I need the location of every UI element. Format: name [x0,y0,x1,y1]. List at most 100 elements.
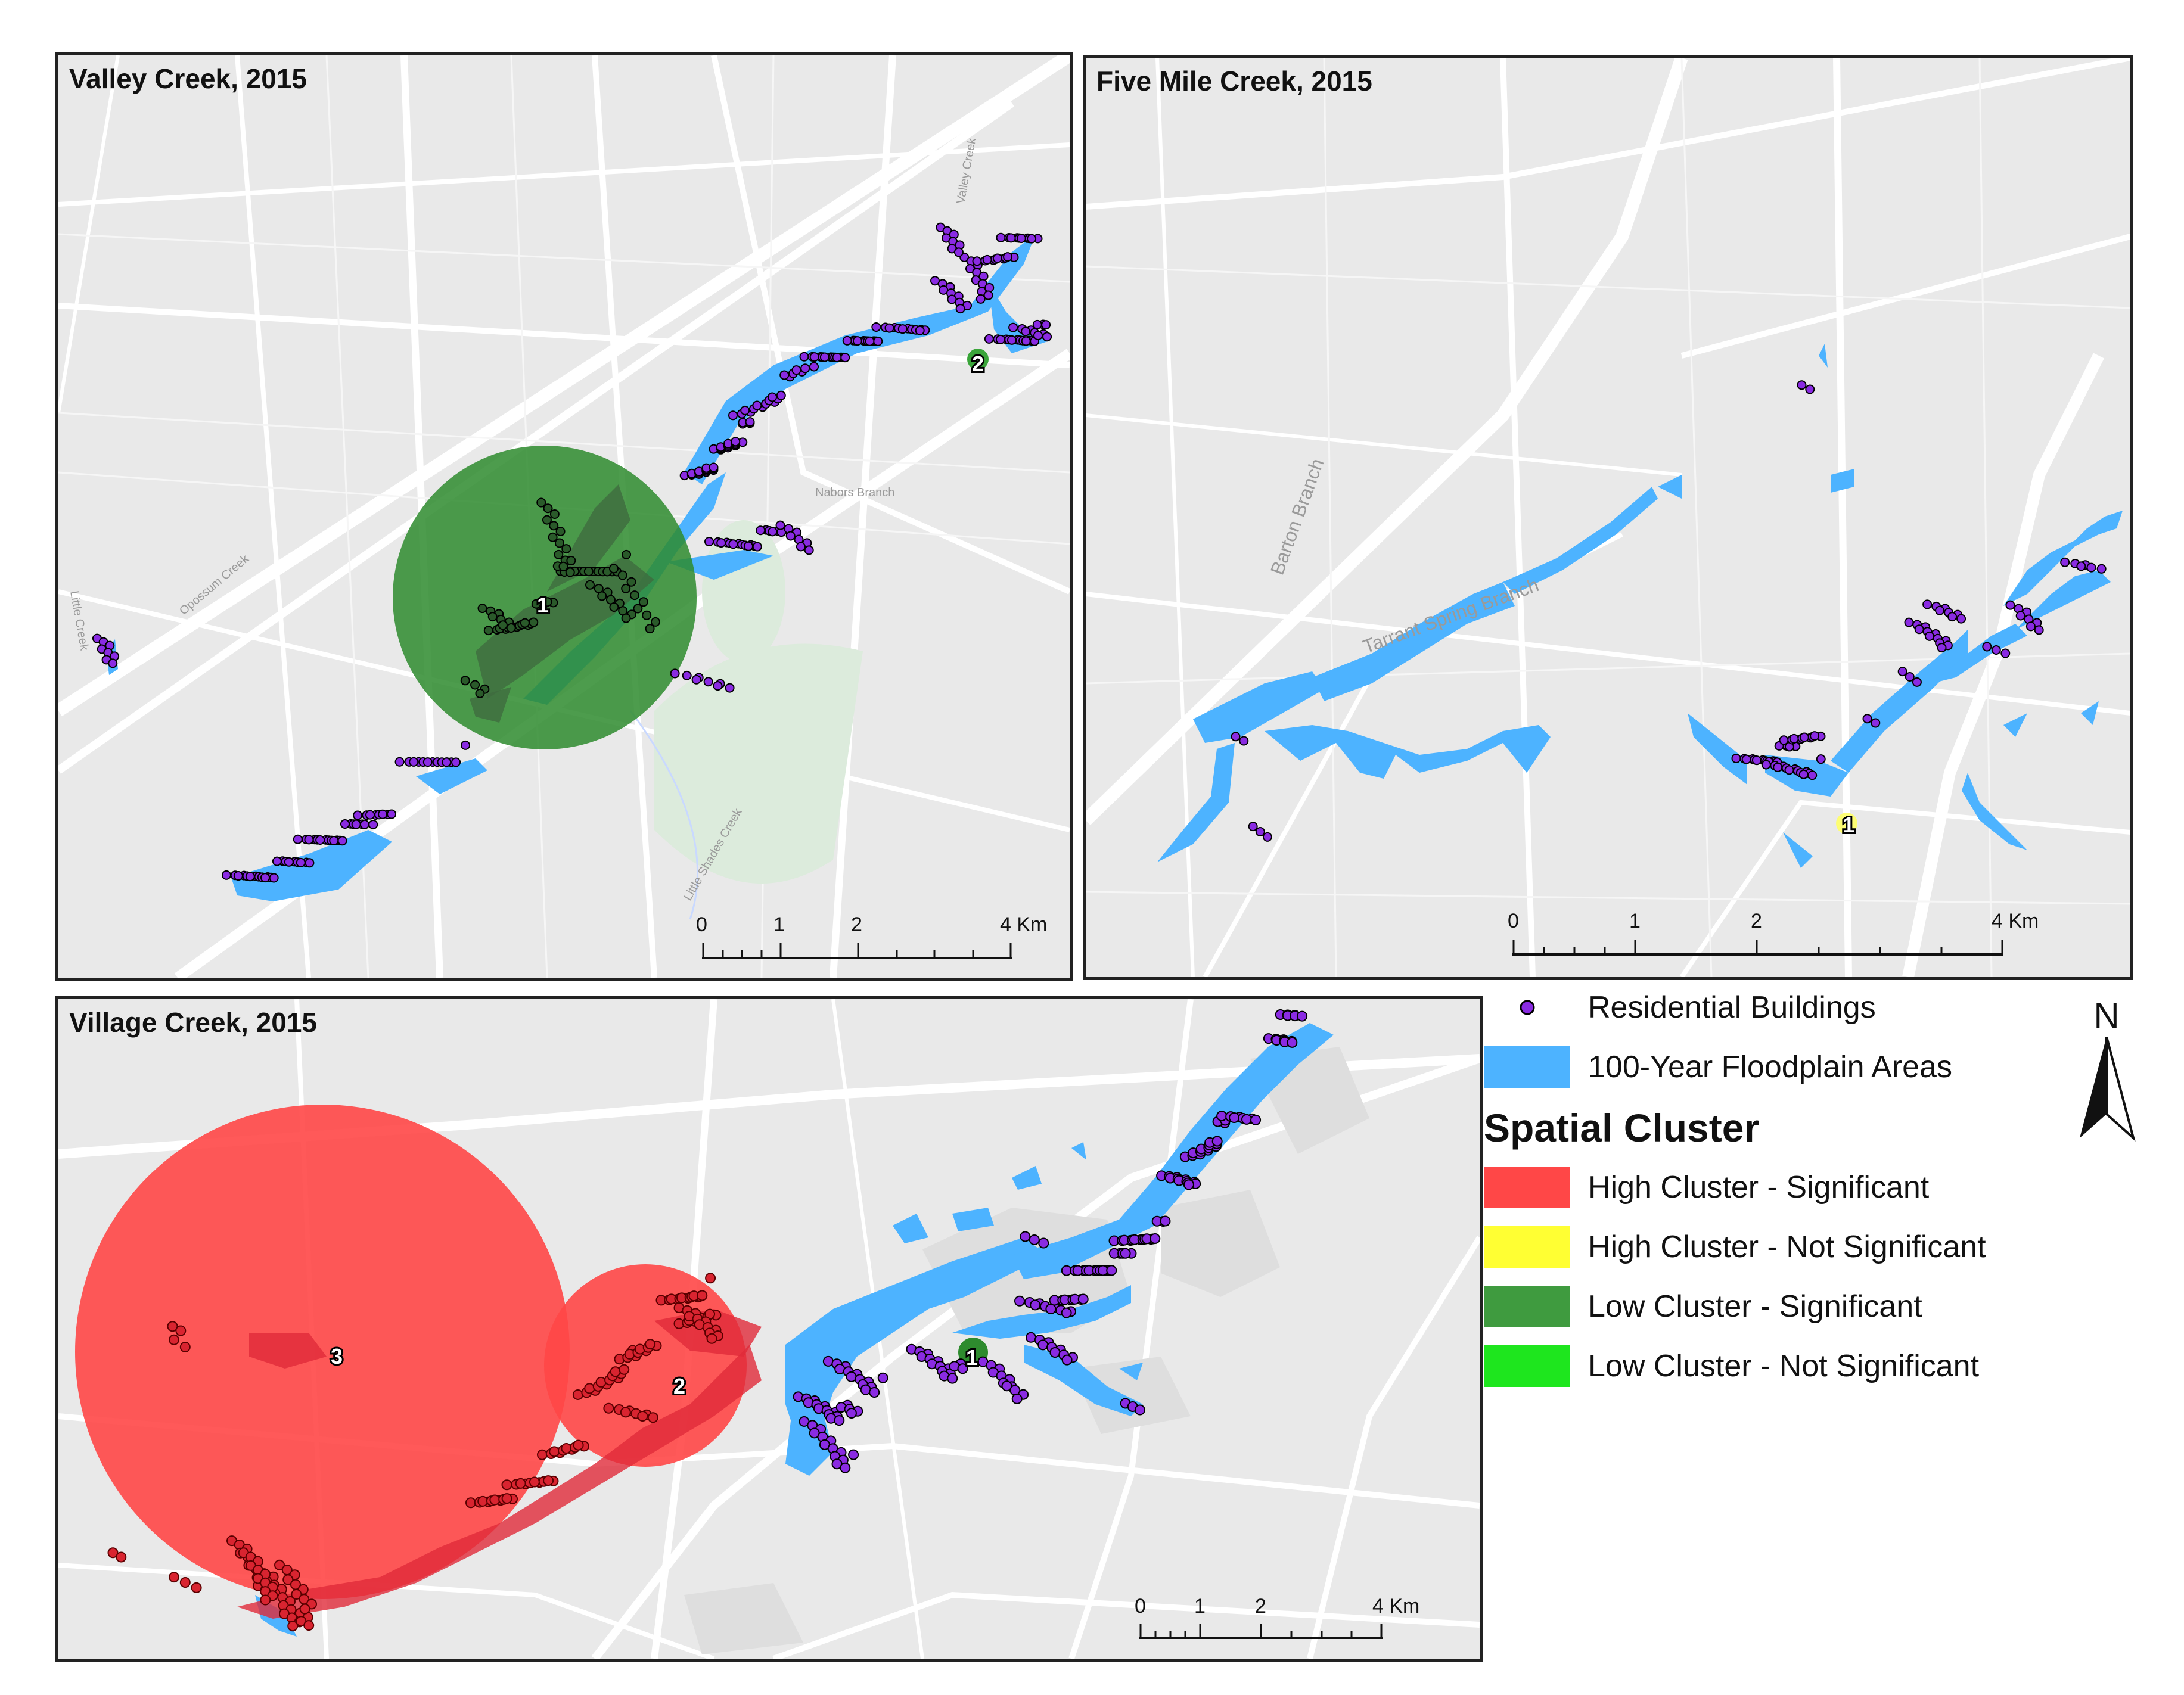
building-point [796,542,806,552]
building-point [583,567,594,577]
building-point [834,1415,845,1426]
building-point [745,417,755,427]
building-point [799,352,809,362]
building-point [617,570,627,580]
cluster-circle-1[interactable] [1836,813,1857,834]
building-point [976,294,986,304]
building-point [1773,762,1783,772]
building-point [520,618,530,628]
scale-tick-4km: 4 Km [1992,910,2039,932]
map-title-five-mile-creek: Five Mile Creek, 2015 [1096,66,1372,97]
scale-tick-1: 1 [1194,1595,1206,1618]
building-point [1030,1299,1041,1311]
building-point [621,613,631,623]
building-point [983,290,993,300]
building-point [703,677,713,687]
building-point [529,617,539,627]
building-point [368,820,378,829]
building-point [572,1389,583,1400]
building-point [1248,822,1258,832]
building-point [842,335,852,346]
building-point [1905,672,1915,682]
building-point [1805,384,1815,394]
north-arrow-icon [2080,1037,2136,1142]
legend-row-high-significant: High Cluster - Significant [1484,1166,1929,1209]
building-point [483,626,493,636]
building-point [1183,1179,1194,1190]
building-point [1897,667,1907,677]
legend-swatch-high-significant [1484,1167,1570,1208]
building-point [501,1493,512,1504]
building-point [169,1572,179,1583]
road-network [1086,58,2130,977]
building-point [489,1494,501,1506]
building-point [744,541,753,551]
building-point [621,583,631,593]
building-point [645,1339,656,1350]
building-point [768,392,777,402]
building-point [394,757,405,767]
building-point [877,1372,888,1383]
building-point [304,835,314,845]
building-point [1231,732,1241,742]
building-point [498,620,508,630]
building-point [554,538,564,548]
building-point [451,757,461,767]
building-point [1871,718,1881,728]
cluster-circle-2[interactable] [967,349,989,370]
building-point [819,352,830,362]
building-point [995,334,1005,344]
scale-tick-0: 0 [1135,1595,1146,1618]
building-point [1006,335,1017,345]
building-point [409,757,419,767]
building-point [179,1577,191,1588]
building-point [470,680,480,690]
building-point [848,1449,859,1460]
building-point [387,809,397,819]
legend-row-low-significant: Low Cluster - Significant [1484,1285,1922,1328]
building-point [442,757,452,767]
building-point [1042,332,1052,342]
building-point [1297,1010,1308,1022]
building-point [638,597,648,607]
building-point [269,873,279,883]
five-mile-creek-map: Barton Branch Tarrant Spring Branch 1 0 … [1086,58,2130,977]
building-point [622,549,632,559]
building-point [536,497,546,508]
building-point [1797,380,1807,390]
legend-label-low-significant: Low Cluster - Significant [1588,1289,1922,1324]
building-point [1250,1114,1262,1125]
legend-heading-spatial-cluster: Spatial Cluster [1484,1106,1760,1150]
map-panel-five-mile-creek: Barton Branch Tarrant Spring Branch 1 0 … [1083,55,2133,980]
building-point [465,1497,476,1509]
building-point [822,1355,834,1367]
cluster-label-3: 3 [331,1344,343,1369]
building-point [1904,617,1914,627]
residential-buildings [1231,380,2107,842]
building-point [752,542,762,552]
building-point [953,247,964,257]
legend-swatch-floodplain [1484,1046,1570,1088]
building-point [282,1574,294,1585]
building-point [1982,642,1992,652]
building-point [303,1620,315,1631]
building-point [1160,1215,1171,1227]
building-point [584,1383,595,1394]
building-point [542,597,552,607]
building-point [1779,735,1789,745]
building-point [1816,754,1826,764]
building-point [1008,322,1018,332]
cluster-label-1: 1 [1843,813,1854,837]
building-point [543,503,553,514]
floodplain-areas [255,1023,1334,1637]
building-point [274,1559,285,1570]
place-label-nabors-branch: Nabors Branch [815,486,894,499]
building-point [728,410,738,421]
building-point [1287,1037,1298,1048]
building-point [705,1273,716,1284]
scale-tick-1: 1 [773,913,785,936]
building-point [651,617,660,627]
scale-tick-4km: 4 Km [1372,1595,1419,1618]
map-panel-valley-creek: Valley Creek Nabors Branch Opossum Creek… [55,52,1073,981]
building-point [725,683,735,693]
